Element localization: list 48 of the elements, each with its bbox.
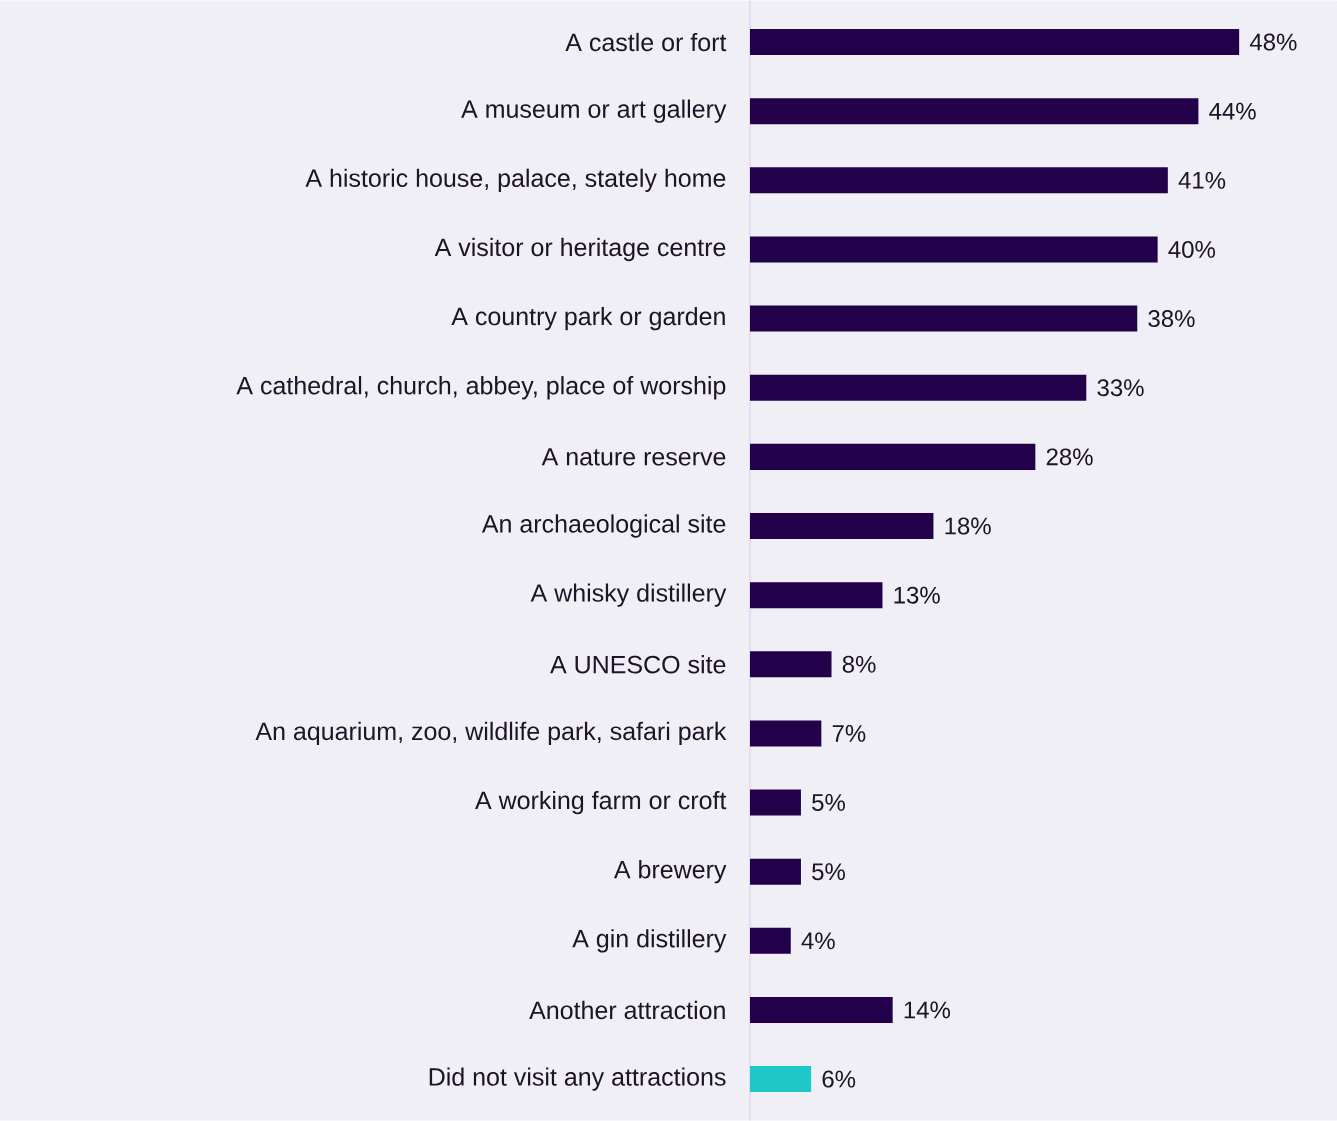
data-label: 28% <box>1046 448 1093 466</box>
bar <box>750 443 1036 470</box>
data-label: 8% <box>842 655 876 673</box>
data-label: 38% <box>1148 310 1195 328</box>
data-label: 33% <box>1097 379 1144 397</box>
data-label: 13% <box>894 586 940 604</box>
y-tick-label: A historic house, palace, stately home <box>305 168 726 192</box>
y-tick-label: A gin distillery <box>572 929 727 953</box>
y-tick-label: Another attraction <box>529 1000 725 1020</box>
data-label: 4% <box>801 932 835 950</box>
y-tick-label: A museum or art gallery <box>461 99 727 123</box>
y-tick-label: A brewery <box>613 859 727 884</box>
y-tick-label: An archaeological site <box>481 514 726 538</box>
y-tick-label: Did not visit any attractions <box>429 1067 726 1091</box>
y-tick-label: An aquarium, zoo, wildlife park, safari park <box>255 721 727 745</box>
data-label: 7% <box>832 724 866 742</box>
data-label: 41% <box>1178 171 1226 189</box>
bar <box>750 651 832 678</box>
bar <box>750 305 1138 332</box>
data-label: 6% <box>822 1070 856 1088</box>
bar <box>750 789 801 816</box>
bar <box>750 927 791 954</box>
bar <box>750 858 801 885</box>
bar <box>750 996 893 1023</box>
y-tick-label: A UNESCO site <box>550 655 726 674</box>
y-tick-label: A cathedral, church, abbey, place of worship <box>236 376 726 400</box>
y-tick-label: A visitor or heritage centre <box>434 237 726 262</box>
bar <box>750 236 1158 263</box>
data-label: 14% <box>904 1001 951 1019</box>
y-tick-label: A whisky distillery <box>530 583 727 607</box>
data-label: 40% <box>1168 240 1216 258</box>
data-label: 44% <box>1209 102 1256 120</box>
bar <box>750 374 1087 401</box>
y-tick-label: A working farm or croft <box>475 790 727 815</box>
bar <box>750 512 934 539</box>
data-label: 5% <box>812 863 845 881</box>
y-tick-label: A castle or fort <box>565 32 727 52</box>
bar <box>750 720 822 747</box>
data-label: 5% <box>812 794 845 811</box>
bar <box>750 98 1199 125</box>
bar <box>750 28 1240 55</box>
bar <box>750 582 883 609</box>
bar <box>750 1066 812 1093</box>
bar <box>750 167 1168 194</box>
y-tick-label: A nature reserve <box>541 448 726 466</box>
data-label: 48% <box>1249 33 1297 51</box>
data-label: 18% <box>945 517 991 535</box>
y-tick-label: A country park or garden <box>451 306 725 331</box>
